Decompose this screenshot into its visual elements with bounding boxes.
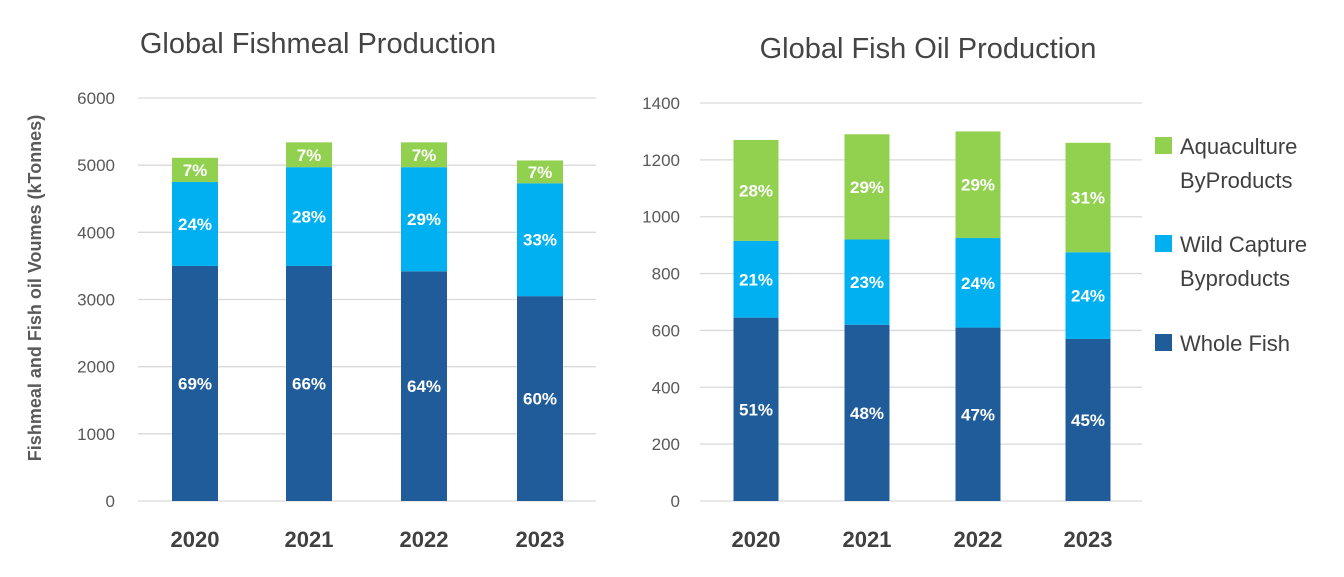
y-tick-label: 600 (652, 321, 680, 340)
bar-segment (401, 142, 447, 168)
data-label: 7% (412, 146, 437, 165)
data-label: 47% (961, 405, 995, 424)
data-label: 64% (407, 377, 441, 396)
bar-segment (733, 317, 779, 501)
legend-label: Whole Fish (1180, 331, 1290, 356)
data-label: 29% (407, 210, 441, 229)
data-label: 7% (297, 146, 322, 165)
y-axis-label: Fishmeal and Fish oil Voumes (kTonnes) (25, 115, 45, 461)
legend-label: Aquaculture (1180, 134, 1297, 159)
bar-segment (172, 157, 218, 182)
bar-segment (1065, 252, 1111, 339)
fish-oil-chart: Global Fish Oil Production 0 200 400 600 800 1… (642, 33, 1142, 552)
x-tick-label: 2023 (516, 527, 565, 552)
bar-segment (172, 181, 218, 266)
bar-segment (172, 265, 218, 501)
bar-segment (844, 239, 890, 325)
legend-label: ByProducts (1180, 168, 1293, 193)
bar-segment (733, 139, 779, 241)
bar-segment (401, 167, 447, 272)
x-tick-label: 2021 (285, 527, 334, 552)
data-label: 7% (183, 161, 208, 180)
y-tick-label: 4000 (77, 223, 115, 242)
data-label: 7% (528, 163, 553, 182)
bar-segment (517, 160, 563, 184)
legend-label: Byproducts (1180, 266, 1290, 291)
legend: Aquaculture ByProducts Wild Capture Byprodu… (1155, 134, 1307, 356)
bar-segment (286, 265, 332, 501)
y-tick-label: 5000 (77, 156, 115, 175)
x-tick-label: 2023 (1064, 527, 1113, 552)
y-tick-label: 1000 (642, 208, 680, 227)
data-label: 69% (178, 374, 212, 393)
y-tick-label: 400 (652, 378, 680, 397)
y-tick-label: 0 (106, 492, 115, 511)
bar-segment (517, 296, 563, 501)
x-tick-label: 2022 (400, 527, 449, 552)
data-label: 33% (523, 231, 557, 250)
y-tick-label: 1000 (77, 425, 115, 444)
bar-segment (955, 238, 1001, 328)
bar-segment (1065, 338, 1111, 501)
y-tick-label: 2000 (77, 358, 115, 377)
data-label: 24% (1071, 287, 1105, 306)
y-tick-label: 200 (652, 435, 680, 454)
data-label: 29% (961, 176, 995, 195)
bar-segment (955, 327, 1001, 501)
data-label: 28% (739, 181, 773, 200)
y-tick-label: 1200 (642, 151, 680, 170)
data-label: 28% (292, 208, 326, 227)
data-label: 48% (850, 404, 884, 423)
data-label: 23% (850, 273, 884, 292)
data-label: 21% (739, 270, 773, 289)
x-tick-label: 2020 (732, 527, 781, 552)
y-tick-label: 0 (671, 492, 680, 511)
bar-segment (286, 142, 332, 168)
fishmeal-chart: Global Fishmeal Production 0 1000 2000 3000 4… (77, 28, 596, 552)
data-label: 31% (1071, 189, 1105, 208)
x-tick-label: 2022 (954, 527, 1003, 552)
data-label: 24% (961, 274, 995, 293)
x-tick-label: 2020 (171, 527, 220, 552)
x-tick-label: 2021 (843, 527, 892, 552)
chart-title: Global Fish Oil Production (760, 33, 1097, 65)
bar-segment (286, 167, 332, 266)
legend-swatch (1155, 235, 1172, 252)
data-label: 24% (178, 215, 212, 234)
bar-segment (517, 183, 563, 297)
y-tick-label: 1400 (642, 94, 680, 113)
legend-swatch (1155, 334, 1172, 351)
bar-segment (844, 324, 890, 501)
y-tick-label: 3000 (77, 291, 115, 310)
bar-segment (1065, 142, 1111, 253)
data-label: 51% (739, 400, 773, 419)
data-label: 45% (1071, 411, 1105, 430)
data-label: 66% (292, 374, 326, 393)
legend-swatch (1155, 137, 1172, 154)
legend-label: Wild Capture (1180, 232, 1307, 257)
bar-segment (955, 131, 1001, 239)
bar-segment (733, 240, 779, 318)
bar-segment (401, 271, 447, 501)
chart-title: Global Fishmeal Production (140, 28, 496, 60)
y-tick-label: 800 (652, 265, 680, 284)
data-label: 60% (523, 390, 557, 409)
data-label: 29% (850, 178, 884, 197)
bar-segment (844, 134, 890, 240)
y-tick-label: 6000 (77, 89, 115, 108)
